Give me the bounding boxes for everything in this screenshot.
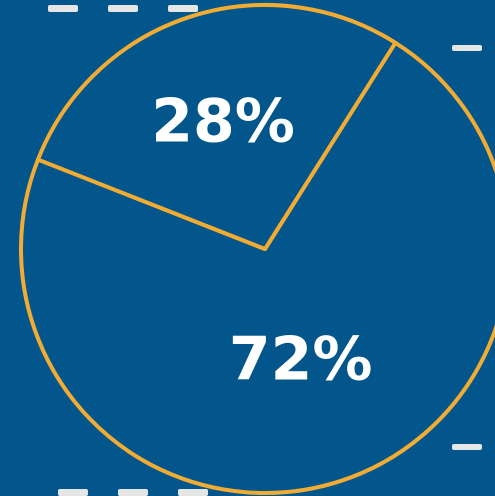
dash-mark xyxy=(452,45,482,51)
decorative-dashes xyxy=(48,5,482,496)
pie-slice xyxy=(19,40,495,495)
dash-mark xyxy=(118,489,148,496)
pie-slice xyxy=(35,3,398,251)
dash-mark xyxy=(178,489,208,496)
slice-data-label: 28% xyxy=(151,87,295,157)
dash-mark xyxy=(168,5,198,12)
dash-mark xyxy=(452,444,482,450)
dash-mark xyxy=(108,5,138,12)
dash-mark xyxy=(58,489,88,496)
pie-labels: 72% 28% xyxy=(151,87,372,395)
pie-slices xyxy=(19,3,495,495)
dash-mark xyxy=(48,5,78,12)
slice-data-label: 72% xyxy=(229,324,373,394)
